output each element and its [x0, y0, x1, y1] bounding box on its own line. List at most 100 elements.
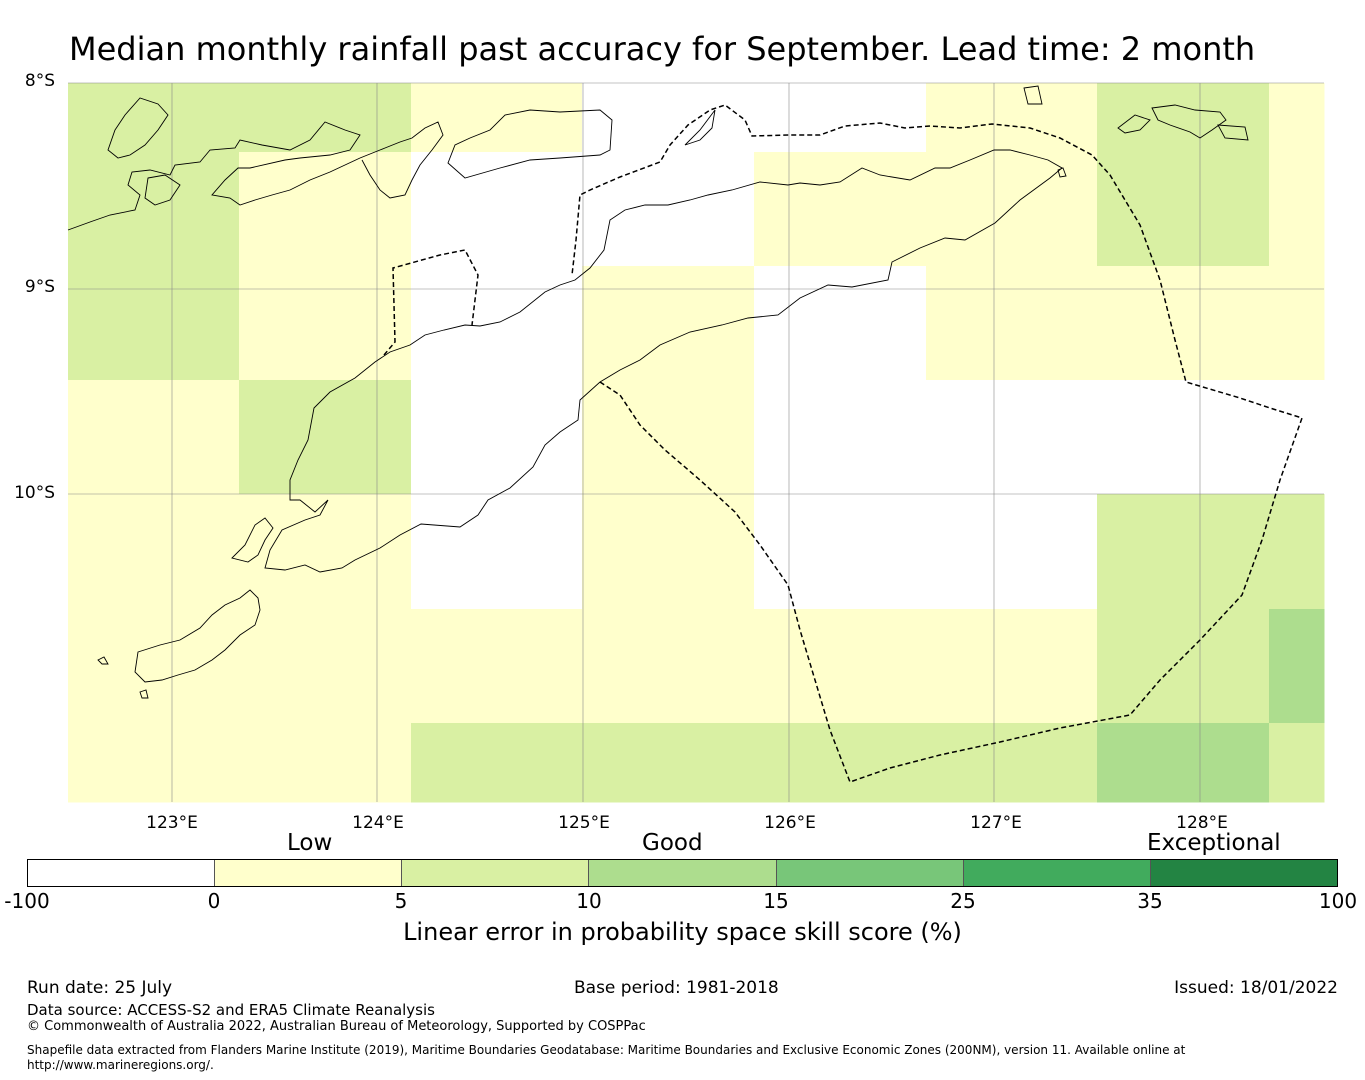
skill-cell — [926, 83, 1098, 153]
alor-coastline — [67, 121, 444, 231]
skill-map — [67, 82, 1325, 803]
colorbar-segment — [402, 860, 590, 886]
skill-cell — [582, 723, 755, 803]
dana-coastline — [139, 689, 149, 699]
skill-cell — [926, 494, 1098, 610]
skill-cell — [411, 83, 583, 153]
timor-leste-eez-boundary — [571, 104, 1303, 783]
skill-cell — [1097, 380, 1270, 495]
lon-label-127e: 127°E — [970, 813, 1022, 833]
skill-cell — [239, 723, 412, 803]
skill-cell — [68, 609, 240, 724]
lat-label-8s: 8°S — [24, 71, 55, 91]
timor-island-coastline — [264, 149, 1063, 573]
lat-label-9s: 9°S — [24, 277, 55, 297]
skill-cell — [239, 494, 412, 610]
lon-label-125e: 125°E — [558, 813, 610, 833]
skill-cell — [926, 152, 1098, 267]
issued-date: Issued: 18/01/2022 — [1174, 978, 1338, 998]
colorbar-tick: 100 — [1318, 889, 1358, 913]
rote-coastline — [134, 589, 261, 683]
skill-cell — [582, 83, 755, 153]
skill-cell — [411, 723, 583, 803]
base-period: Base period: 1981-2018 — [574, 978, 779, 998]
skill-cell — [754, 83, 927, 153]
skill-cell — [1269, 723, 1325, 803]
skill-cell — [1097, 152, 1270, 267]
skill-cell — [411, 494, 583, 610]
atauro-coastline — [684, 109, 716, 146]
skill-cell — [1269, 83, 1325, 153]
skill-cell — [582, 266, 755, 381]
skill-cell — [239, 152, 412, 267]
skill-cell — [1097, 494, 1270, 610]
skill-cell — [754, 380, 927, 495]
colorbar-segment — [1150, 860, 1337, 886]
wetar-coastline — [447, 109, 613, 179]
skill-cell — [411, 380, 583, 495]
copyright: © Commonwealth of Australia 2022, Austra… — [27, 1019, 646, 1034]
lon-label-128e: 128°E — [1176, 813, 1228, 833]
skill-cell — [68, 494, 240, 610]
skill-cell — [1269, 152, 1325, 267]
skill-cell — [582, 609, 755, 724]
skill-cell — [926, 609, 1098, 724]
lakor-coastline — [1217, 124, 1249, 141]
skill-cell — [68, 723, 240, 803]
colorbar — [27, 859, 1338, 887]
skill-grid-cells — [68, 83, 1325, 803]
skill-cell — [239, 266, 412, 381]
colorbar-tick: -100 — [4, 889, 50, 913]
kisar-coastline — [1023, 85, 1043, 105]
skill-cell — [1269, 494, 1325, 610]
skill-cell — [411, 266, 583, 381]
skill-cell — [1097, 723, 1270, 803]
jaco-coastline — [1057, 167, 1067, 178]
colorbar-title: Linear error in probability space skill … — [403, 918, 962, 946]
lon-label-124e: 124°E — [352, 813, 404, 833]
lon-label-123e: 123°E — [146, 813, 198, 833]
colorbar-tick: 35 — [1137, 889, 1163, 913]
coastlines — [67, 85, 1249, 699]
skill-cell — [754, 266, 927, 381]
leti-coastline — [1117, 114, 1151, 134]
data-source: Data source: ACCESS-S2 and ERA5 Climate … — [27, 1001, 435, 1019]
colorbar-tick: 25 — [950, 889, 976, 913]
semau-coastline — [231, 517, 274, 563]
eez-boundaries — [383, 104, 1303, 783]
ndao-coastline — [97, 656, 109, 665]
colorbar-segment — [589, 860, 777, 886]
legend-category-good: Good — [642, 830, 703, 856]
skill-cell — [239, 380, 412, 495]
colorbar-segment — [215, 860, 403, 886]
pantar-coastline — [107, 97, 169, 159]
skill-cell — [68, 266, 240, 381]
oecusse-boundary — [383, 249, 479, 356]
lat-label-10s: 10°S — [14, 483, 55, 503]
graticule-lines — [68, 82, 1324, 802]
skill-cell — [754, 609, 927, 724]
colorbar-tick: 10 — [576, 889, 602, 913]
skill-cell — [1269, 380, 1325, 495]
colorbar-segment — [963, 860, 1151, 886]
map-title: Median monthly rainfall past accuracy fo… — [69, 30, 1256, 68]
colorbar-segment — [776, 860, 964, 886]
sumba-islet-coastline — [144, 174, 181, 206]
skill-cell — [754, 152, 927, 267]
colorbar-tick: 0 — [207, 889, 221, 913]
skill-cell — [411, 609, 583, 724]
skill-cell — [754, 723, 927, 803]
moa-coastline — [1151, 104, 1227, 139]
colorbar-segment — [28, 860, 216, 886]
skill-cell — [754, 494, 927, 610]
skill-cell — [411, 152, 583, 267]
skill-cell — [926, 266, 1098, 381]
skill-cell — [239, 609, 412, 724]
skill-cell — [582, 152, 755, 267]
skill-cell — [68, 83, 240, 153]
skill-cell — [1097, 266, 1270, 381]
skill-cell — [1269, 266, 1325, 381]
skill-cell — [926, 380, 1098, 495]
run-date: Run date: 25 July — [27, 978, 173, 998]
colorbar-tick: 15 — [763, 889, 789, 913]
